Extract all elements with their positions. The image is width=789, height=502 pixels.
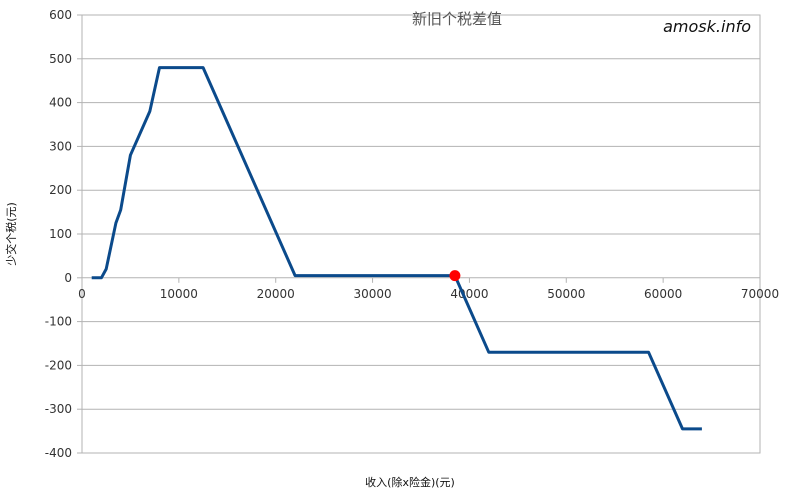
- chart-title: 新旧个税差值: [412, 10, 502, 28]
- plot-area-frame: [81, 14, 761, 454]
- y-tick-label: 500: [49, 52, 72, 66]
- series-layer: [91, 66, 702, 431]
- x-tick-label: 70000: [741, 287, 779, 301]
- highlight-point-marker: [449, 270, 461, 282]
- series-line: [91, 66, 702, 431]
- x-tick-label: 20000: [257, 287, 295, 301]
- y-tick-label: -300: [45, 402, 72, 416]
- marker-layer: [449, 270, 461, 282]
- x-tick-label: 30000: [353, 287, 391, 301]
- y-tick-label: 100: [49, 227, 72, 241]
- x-tick-label: 60000: [644, 287, 682, 301]
- y-tick-label: 200: [49, 183, 72, 197]
- x-tick-label: 10000: [160, 287, 198, 301]
- grid: [77, 14, 761, 454]
- watermark: amosk.info: [663, 17, 751, 36]
- x-axis-tick-labels: 0 10000 20000 30000 40000 50000 60000 70000: [78, 287, 779, 301]
- x-tick-label: 40000: [450, 287, 488, 301]
- x-axis-title: 收入(除x险金)(元): [365, 475, 455, 489]
- y-axis-title: 少交个税(元): [4, 202, 18, 266]
- y-tick-label: 0: [64, 271, 72, 285]
- y-axis-tick-labels: 600 500 400 300 200 100 0 -100 -200 -300 -400: [45, 8, 72, 460]
- y-tick-label: -400: [45, 446, 72, 460]
- y-tick-label: 400: [49, 96, 72, 110]
- y-tick-label: -100: [45, 315, 72, 329]
- y-tick-label: 600: [49, 8, 72, 22]
- y-tick-label: 300: [49, 139, 72, 153]
- x-tick-label: 50000: [547, 287, 585, 301]
- x-tick-label: 0: [78, 287, 86, 301]
- y-tick-label: -200: [45, 358, 72, 372]
